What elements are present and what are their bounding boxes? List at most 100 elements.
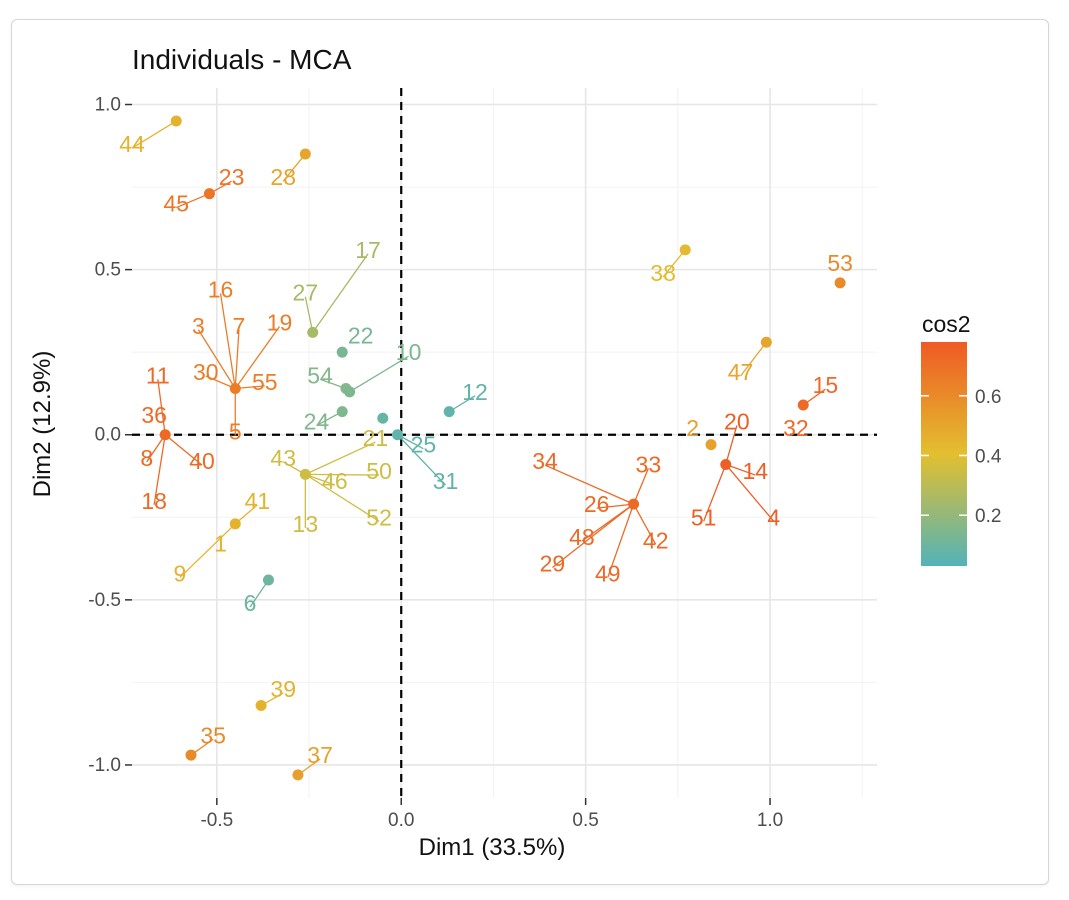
y-tick-label: 0.5 <box>95 260 121 281</box>
x-tick-label: 0.5 <box>572 810 598 831</box>
point-label: 26 <box>584 491 610 517</box>
label-connector-line <box>153 434 166 505</box>
point-label: 51 <box>691 504 717 530</box>
point-label: 49 <box>595 560 621 586</box>
y-axis-label: Dim2 (12.9%) <box>29 351 56 498</box>
label-connector-line <box>596 503 634 509</box>
label-connector-line <box>632 468 649 505</box>
data-point <box>834 277 846 289</box>
label-connector-line <box>282 153 306 182</box>
point-label: 45 <box>163 191 189 217</box>
data-point <box>185 749 197 761</box>
point-label: 8 <box>140 445 153 471</box>
point-label: 9 <box>174 560 187 586</box>
minor-grid <box>132 88 877 798</box>
label-connector-line <box>349 355 409 393</box>
point-label: 7 <box>233 313 246 339</box>
point-label: 3 <box>192 313 205 339</box>
y-tick-label: -1.0 <box>88 755 121 776</box>
point-label: 12 <box>462 379 488 405</box>
x-tick-label: 0.0 <box>388 810 414 831</box>
legend-colorbar <box>921 342 967 566</box>
point-label: 16 <box>208 276 234 302</box>
data-point <box>797 399 809 411</box>
point-label: 42 <box>643 527 669 553</box>
label-connector-line <box>740 341 767 377</box>
point-label: 38 <box>650 260 676 286</box>
data-point <box>443 406 455 418</box>
data-point <box>229 383 241 395</box>
point-label: 5 <box>229 418 242 444</box>
point-label: 43 <box>270 445 296 471</box>
label-connector-line <box>164 434 203 466</box>
point-label: 4 <box>767 504 780 530</box>
data-point <box>299 468 311 480</box>
label-connector-line <box>552 503 634 569</box>
plot-panel: -0.5 0.0 0.5 1.01.00.50.0-0.5-1.04428234517… <box>88 88 877 831</box>
data-point <box>170 115 182 127</box>
chart-title: Individuals - MCA <box>132 44 352 75</box>
point-label: 29 <box>540 551 566 577</box>
chart-card: Individuals - MCA -0.5 0.0 0.5 1.0 1.0 0.5 0.0… <box>11 19 1049 885</box>
point-label: 52 <box>366 504 392 530</box>
data-point <box>307 326 319 338</box>
label-connector-line <box>397 434 446 486</box>
data-point <box>262 574 274 586</box>
point-label: 39 <box>270 676 296 702</box>
point-label: 41 <box>245 488 271 514</box>
data-point <box>229 518 241 530</box>
point-label: 21 <box>363 425 389 451</box>
label-connector-line <box>304 473 380 522</box>
point-label: 13 <box>293 511 319 537</box>
point-label: 32 <box>783 415 809 441</box>
label-connector-line <box>725 425 738 465</box>
data-point <box>628 498 640 510</box>
point-label: 37 <box>307 742 333 768</box>
x-tick-label: -0.5 <box>200 810 233 831</box>
point-label: 24 <box>304 409 330 435</box>
legend-tick-label: 0.2 <box>975 506 1001 527</box>
color-legend: cos2 0.2 0.4 0.6 <box>921 311 1002 566</box>
label-connector-line <box>703 464 727 522</box>
point-label: 14 <box>742 458 768 484</box>
x-tick-label: 1.0 <box>757 810 783 831</box>
point-label: 2 <box>686 415 699 441</box>
point-label: 46 <box>322 468 348 494</box>
point-label: 50 <box>366 458 392 484</box>
data-point <box>336 346 348 358</box>
label-connector-line <box>176 193 210 209</box>
data-point <box>159 429 171 441</box>
label-connector-line <box>234 326 281 389</box>
data-point <box>705 439 717 451</box>
label-connector-line <box>197 329 236 389</box>
label-connector-line <box>304 296 314 333</box>
y-tick-label: -0.5 <box>88 590 121 611</box>
point-label: 30 <box>193 359 219 385</box>
point-label: 6 <box>244 590 257 616</box>
point-label: 25 <box>411 432 437 458</box>
point-label: 23 <box>219 164 245 190</box>
data-point <box>720 458 732 470</box>
point-label: 55 <box>252 369 278 395</box>
point-label: 1 <box>214 531 227 557</box>
label-connector-line <box>544 464 634 505</box>
major-grid <box>132 88 877 798</box>
data-point <box>292 769 304 781</box>
data-point <box>760 336 772 348</box>
label-connector-line <box>219 293 236 389</box>
data-point <box>344 386 356 398</box>
label-connector-line <box>725 464 775 522</box>
label-connector-line <box>305 473 380 476</box>
point-label: 17 <box>355 237 381 263</box>
point-label: 31 <box>433 468 459 494</box>
point-label: 28 <box>270 164 296 190</box>
legend-tick-label: 0.6 <box>975 387 1001 408</box>
mca-scatter-chart: Individuals - MCA -0.5 0.0 0.5 1.0 1.0 0.5 0.0… <box>29 44 1002 861</box>
point-label: 27 <box>293 280 319 306</box>
data-point <box>255 700 267 712</box>
point-label: 33 <box>636 451 662 477</box>
y-tick-label: 0.0 <box>95 425 121 446</box>
point-label: 19 <box>267 309 293 335</box>
data-point <box>392 429 404 441</box>
y-tick-label: 1.0 <box>95 95 121 116</box>
